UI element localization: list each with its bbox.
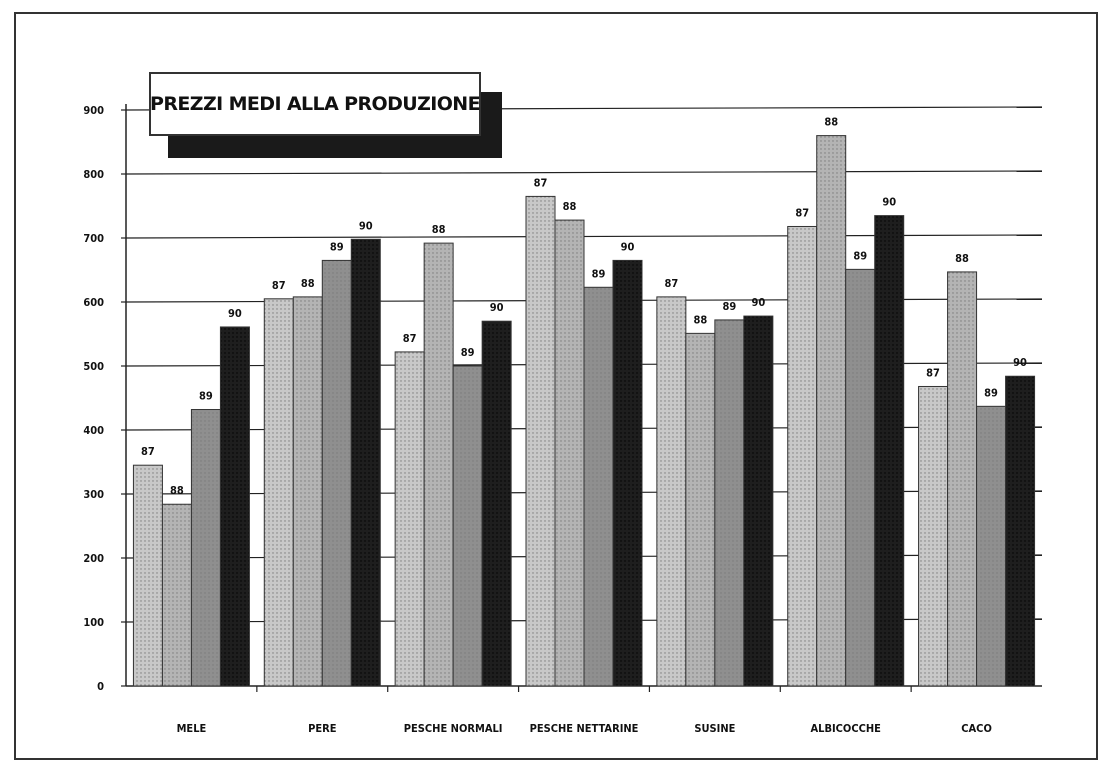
bar [1005, 375, 1036, 687]
category-label: CACO [961, 722, 992, 735]
bar [656, 296, 687, 687]
data-label: 90 [359, 219, 373, 232]
category-label: MELE [177, 722, 207, 735]
data-label: 89 [330, 240, 344, 253]
y-tick-label: 200 [83, 552, 104, 565]
y-tick-label: 600 [83, 296, 104, 309]
bar [787, 225, 818, 687]
bar [350, 238, 381, 687]
bar [583, 286, 614, 687]
data-label: 90 [621, 240, 635, 253]
y-tick-label: 500 [83, 360, 104, 373]
y-tick-label: 400 [83, 424, 104, 437]
data-label: 88 [170, 484, 184, 497]
bar [481, 320, 512, 687]
y-tick-label: 100 [83, 616, 104, 629]
bar [918, 385, 949, 687]
bar [321, 259, 352, 687]
category-label: ALBICOCCHE [810, 722, 881, 735]
data-label: 89 [853, 249, 867, 262]
bar [816, 135, 847, 687]
bar [423, 242, 454, 687]
bar [947, 271, 978, 687]
data-label: 89 [461, 346, 475, 359]
data-label: 89 [199, 390, 213, 403]
data-label: 90 [228, 307, 242, 320]
bar [263, 298, 294, 687]
data-label: 90 [882, 196, 896, 209]
category-label: PERE [308, 722, 337, 735]
bar [685, 332, 716, 687]
y-tick-label: 0 [97, 680, 104, 693]
data-label: 87 [664, 277, 678, 290]
labels: 0 100 200 300 400 500 600 700 800 900 87 88 89 90 MELE… [83, 104, 1027, 735]
data-label: 88 [563, 200, 577, 213]
chart-title-box: PREZZI MEDI ALLA PRODUZIONE [149, 72, 481, 136]
bar [219, 326, 250, 687]
bar [845, 268, 876, 687]
data-label: 88 [955, 252, 969, 265]
bar [132, 464, 163, 687]
chart-title: PREZZI MEDI ALLA PRODUZIONE [150, 93, 481, 115]
y-tick-label: 700 [83, 232, 104, 245]
data-label: 87 [141, 445, 155, 458]
data-label: 87 [403, 332, 417, 345]
data-label: 88 [824, 116, 838, 129]
data-label: 87 [795, 206, 809, 219]
bar [394, 351, 425, 687]
data-label: 90 [751, 296, 765, 309]
data-label: 87 [926, 366, 940, 379]
bar [874, 215, 905, 687]
bar [743, 315, 774, 687]
bar [554, 219, 585, 687]
category-label: PESCHE NORMALI [404, 722, 503, 735]
y-tick-label: 800 [83, 168, 104, 181]
category-label: SUSINE [694, 722, 735, 735]
data-label: 88 [693, 313, 707, 326]
bar [161, 503, 192, 687]
data-label: 88 [301, 277, 315, 290]
data-label: 88 [432, 223, 446, 236]
bar [452, 365, 483, 687]
bar [292, 296, 323, 687]
bar [612, 259, 643, 687]
y-tick-label: 900 [83, 104, 104, 117]
y-tick-label: 300 [83, 488, 104, 501]
bars [132, 135, 1036, 687]
data-label: 90 [1013, 356, 1027, 369]
category-label: PESCHE NETTARINE [530, 722, 639, 735]
data-label: 89 [984, 386, 998, 399]
bar [714, 319, 745, 687]
bar [525, 195, 556, 687]
data-label: 87 [272, 279, 286, 292]
bar [976, 405, 1007, 687]
data-label: 90 [490, 301, 504, 314]
data-label: 89 [592, 267, 606, 280]
data-label: 87 [534, 176, 548, 189]
data-label: 89 [722, 300, 736, 313]
bar [190, 409, 221, 687]
gridline [125, 170, 1043, 175]
